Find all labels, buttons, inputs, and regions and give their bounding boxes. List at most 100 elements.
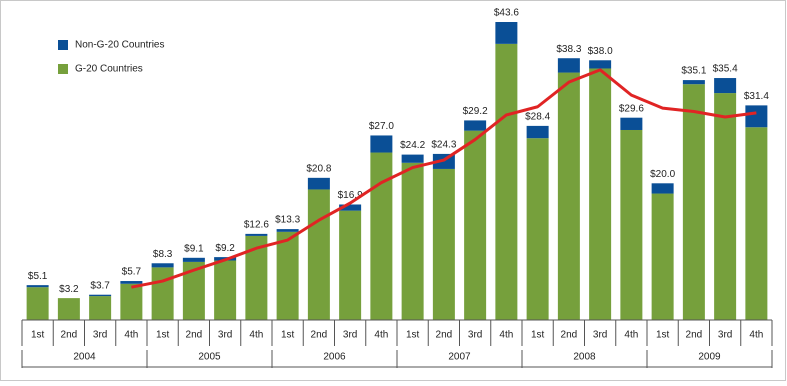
trend-line	[131, 68, 757, 289]
year-label: 2004	[73, 352, 96, 363]
bar-segment	[339, 204, 362, 211]
quarter-label: 3rd	[468, 330, 482, 341]
bar-segment	[714, 78, 737, 94]
quarter-label: 2nd	[186, 330, 203, 341]
year-label: 2009	[698, 352, 721, 363]
legend-label: Non-G-20 Countries	[75, 40, 164, 51]
bar-segment	[714, 93, 737, 320]
bar-segment	[589, 60, 612, 69]
total-label: $5.7	[122, 267, 142, 278]
bar-segment	[682, 84, 705, 320]
total-label: $29.2	[463, 106, 488, 117]
bar-segment	[120, 283, 143, 320]
quarter-label: 3rd	[593, 330, 607, 341]
bar-segment	[26, 285, 49, 288]
total-label: $35.1	[681, 66, 706, 77]
bar-segment	[120, 281, 143, 284]
bar-segment	[495, 22, 518, 44]
quarter-label: 4th	[624, 330, 638, 341]
total-label: $24.2	[400, 140, 425, 151]
bar-segment	[651, 193, 674, 320]
bar-segment	[339, 210, 362, 320]
bar-segment	[495, 43, 518, 321]
quarter-label: 4th	[749, 330, 763, 341]
quarter-label: 1st	[406, 330, 420, 341]
quarter-label: 1st	[656, 330, 670, 341]
bar-segment	[182, 261, 205, 320]
bar-segment	[151, 263, 174, 268]
total-label: $16.9	[338, 190, 363, 201]
bar-segment	[26, 287, 49, 320]
total-label: $35.4	[713, 64, 738, 75]
bar-segment	[682, 80, 705, 85]
bar-segment	[526, 125, 549, 139]
bar-segment	[620, 129, 643, 320]
quarter-label: 2nd	[61, 330, 78, 341]
quarter-label: 3rd	[218, 330, 232, 341]
year-label: 2008	[573, 352, 596, 363]
bar-segment	[745, 105, 768, 128]
quarter-label: 4th	[374, 330, 388, 341]
bar-segment	[401, 162, 424, 320]
legend-label: G-20 Countries	[75, 64, 143, 75]
total-label: $31.4	[744, 91, 769, 102]
bar-segment	[245, 235, 268, 320]
bar-segment	[589, 68, 612, 320]
total-label: $9.1	[184, 243, 204, 254]
total-label: $38.0	[588, 46, 613, 57]
total-label: $5.1	[28, 271, 48, 282]
bar-segment	[620, 117, 643, 130]
quarter-label: 2nd	[686, 330, 703, 341]
bar-segment	[464, 130, 487, 320]
total-label: $27.0	[369, 121, 394, 132]
quarter-label: 1st	[281, 330, 295, 341]
bar-segment	[245, 233, 268, 236]
total-label: $3.7	[90, 280, 110, 291]
bar-segment	[214, 260, 237, 320]
bar-segment	[57, 298, 80, 320]
total-label: $38.3	[556, 44, 581, 55]
total-label: $12.6	[244, 220, 269, 231]
bar-segment	[432, 168, 455, 320]
total-label: $28.4	[525, 112, 550, 123]
quarter-label: 2nd	[436, 330, 453, 341]
quarter-label: 4th	[124, 330, 138, 341]
quarter-label: 3rd	[343, 330, 357, 341]
total-label: $24.3	[431, 140, 456, 151]
year-label: 2007	[448, 352, 471, 363]
quarter-label: 4th	[249, 330, 263, 341]
total-label: $43.6	[494, 8, 519, 19]
bar-segment	[464, 120, 487, 131]
quarter-label: 1st	[31, 330, 45, 341]
bar-segment	[526, 138, 549, 320]
bar-segment	[276, 231, 299, 320]
total-label: $3.2	[59, 284, 79, 295]
bar-segment	[557, 72, 580, 321]
total-label: $9.2	[215, 243, 235, 254]
total-label: $20.8	[306, 163, 331, 174]
bar-segment	[89, 296, 112, 320]
quarter-label: 3rd	[93, 330, 107, 341]
total-label: $8.3	[153, 249, 173, 260]
bar-segment	[401, 154, 424, 163]
legend-swatch	[58, 64, 68, 74]
quarter-label: 4th	[499, 330, 513, 341]
quarter-label: 3rd	[718, 330, 732, 341]
quarter-label: 2nd	[311, 330, 328, 341]
quarter-label: 1st	[156, 330, 170, 341]
bar-segment	[557, 58, 580, 73]
bar-segment	[89, 294, 112, 297]
bar-segment	[276, 229, 299, 232]
bar-segment	[182, 257, 205, 262]
total-label: $20.0	[650, 169, 675, 180]
year-label: 2005	[198, 352, 221, 363]
legend-swatch	[58, 40, 68, 50]
total-label: $29.6	[619, 103, 644, 114]
bar-segment	[307, 189, 330, 320]
bar-segment	[151, 267, 174, 320]
bar-segment	[370, 135, 393, 153]
quarter-label: 1st	[531, 330, 545, 341]
